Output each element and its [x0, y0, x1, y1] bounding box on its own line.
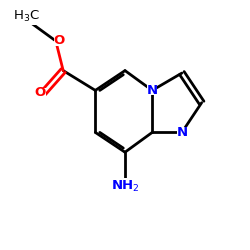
Text: N: N — [147, 84, 158, 97]
Text: H$_3$C: H$_3$C — [13, 9, 40, 24]
Text: O: O — [54, 34, 65, 48]
Text: O: O — [34, 86, 45, 99]
Bar — [177, 128, 187, 137]
Bar — [54, 36, 65, 46]
Text: N: N — [176, 126, 188, 139]
Bar — [34, 88, 46, 98]
Text: NH$_2$: NH$_2$ — [110, 179, 140, 194]
Bar — [147, 86, 157, 95]
